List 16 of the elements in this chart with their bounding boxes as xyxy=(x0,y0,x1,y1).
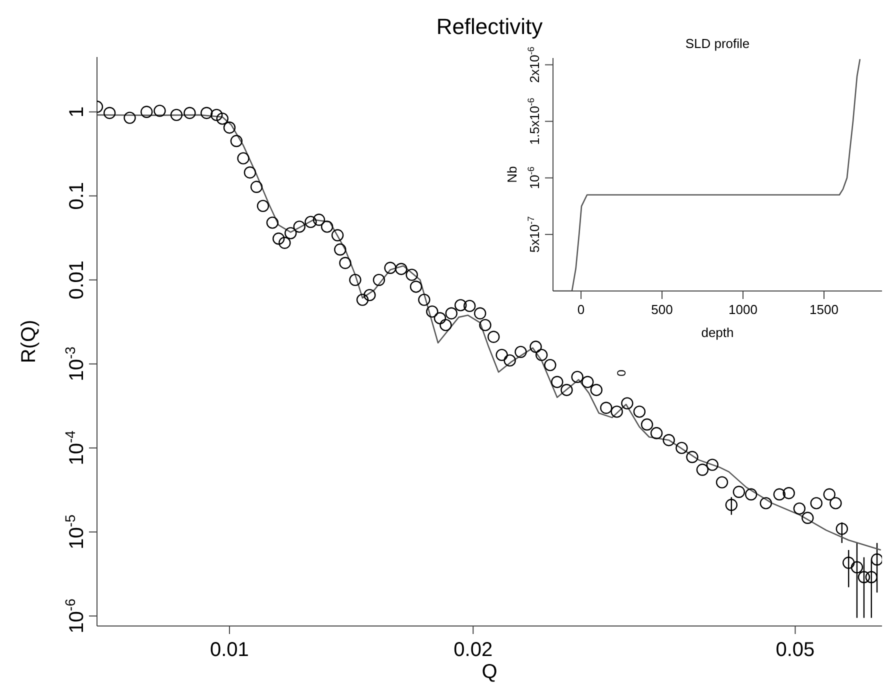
y-tick-label: 1 xyxy=(66,106,88,118)
x-axis-title: depth xyxy=(701,325,734,340)
y-axis-title: R(Q) xyxy=(18,320,40,364)
x-tick-label: 500 xyxy=(651,302,673,317)
x-tick-label: 0.01 xyxy=(210,639,249,661)
x-tick-label: 0 xyxy=(577,302,585,317)
x-tick-label: 0.05 xyxy=(776,639,815,661)
y-axis-title: Nb xyxy=(504,166,520,183)
x-tick-label: 1500 xyxy=(810,302,838,317)
annotation: 0 xyxy=(614,370,628,376)
x-axis-title: Q xyxy=(482,661,498,683)
chart-title: Reflectivity xyxy=(436,14,543,39)
chart-title: SLD profile xyxy=(684,36,751,51)
x-tick-label: 0.02 xyxy=(454,639,493,661)
x-tick-label: 1000 xyxy=(728,302,758,317)
y-tick-label: 0.1 xyxy=(66,182,88,210)
